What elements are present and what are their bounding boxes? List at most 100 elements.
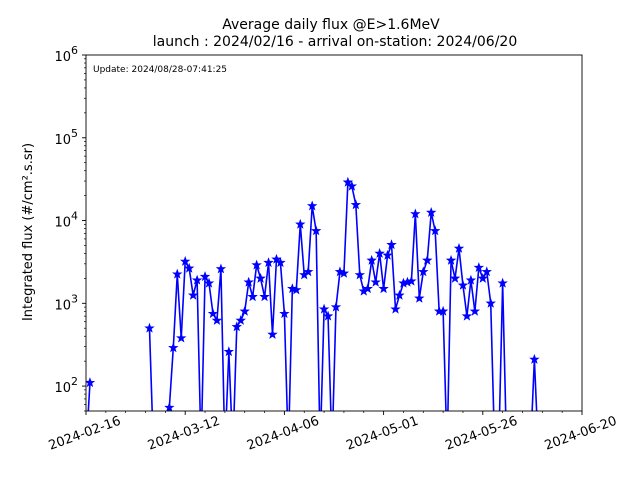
- data-point-star: [350, 199, 362, 210]
- series-line-segment: [378, 253, 385, 289]
- data-point-star: [302, 266, 314, 277]
- data-point-star: [168, 342, 179, 353]
- y-tick-label: 103: [54, 292, 78, 313]
- series-line-segment: [501, 283, 507, 411]
- series-line-segment: [201, 276, 206, 411]
- series-line-segment: [288, 288, 294, 411]
- series-line-segment: [299, 224, 306, 276]
- data-point-star: [529, 353, 540, 364]
- data-point-star: [469, 305, 481, 316]
- series-line-segment: [327, 316, 332, 411]
- data-point-star: [477, 272, 489, 283]
- y-tick-label: 104: [54, 210, 78, 231]
- data-point-star: [497, 277, 508, 288]
- series-line-segment: [447, 260, 452, 411]
- series-line-segment: [458, 248, 464, 286]
- series-line-segment: [332, 307, 337, 411]
- data-point-star: [382, 249, 393, 260]
- data-point-star: [366, 254, 377, 265]
- series-line-segment: [148, 328, 153, 411]
- data-point-star: [418, 266, 429, 277]
- series-line-segment: [188, 268, 194, 296]
- series-line-segment: [434, 230, 440, 312]
- update-annotation: Update: 2024/08/28-07:41:25: [93, 65, 227, 75]
- data-point-star: [473, 262, 485, 273]
- data-point-star: [239, 305, 250, 316]
- data-point-star: [191, 274, 203, 285]
- series-line-segment: [172, 274, 179, 348]
- data-point-star: [180, 256, 191, 266]
- data-point-star: [199, 271, 211, 282]
- data-point-star: [267, 329, 278, 339]
- data-point-star: [259, 291, 270, 302]
- data-point-star: [187, 289, 199, 300]
- data-point-star: [275, 257, 286, 268]
- series-line-segment: [279, 262, 286, 314]
- data-point-star: [453, 242, 465, 253]
- chart-title: Average daily flux @E>1.6MeV: [222, 17, 440, 33]
- series-line-segment: [454, 248, 460, 279]
- series-line-segment: [410, 213, 417, 282]
- data-point-star: [342, 176, 354, 187]
- series-line-segment: [498, 283, 504, 411]
- series-line-segment: [295, 224, 302, 291]
- series-line-segment: [228, 351, 233, 411]
- data-point-star: [465, 274, 477, 285]
- data-point-star: [461, 310, 473, 321]
- data-point-star: [426, 207, 437, 217]
- series-line-segment: [320, 309, 325, 411]
- data-point-star: [295, 218, 306, 229]
- series-line-segment: [343, 182, 349, 274]
- series-line-segment: [531, 359, 536, 411]
- series-line-segment: [311, 205, 317, 232]
- data-point-star: [306, 200, 318, 211]
- data-point-star: [211, 315, 223, 325]
- series-line-segment: [263, 262, 270, 297]
- data-point-star: [449, 272, 461, 283]
- data-point-star: [481, 266, 492, 277]
- series-line-segment: [374, 253, 381, 283]
- series-line-segment: [533, 359, 538, 411]
- series-line-segment: [442, 311, 447, 411]
- series-line-segment: [462, 285, 468, 317]
- series-line-segment: [243, 282, 250, 312]
- data-point-star: [207, 308, 219, 319]
- data-point-star: [144, 322, 155, 333]
- data-point-star: [231, 321, 242, 332]
- data-point-star: [172, 268, 183, 279]
- series-line-segment: [168, 347, 175, 408]
- data-point-star: [485, 297, 496, 308]
- series-line-segment: [474, 267, 480, 312]
- data-point-star: [279, 308, 290, 319]
- series-line-segment: [208, 283, 214, 314]
- data-point-star: [437, 305, 449, 316]
- data-point-star: [370, 276, 381, 287]
- data-point-star: [445, 254, 457, 265]
- series-line-segment: [489, 303, 495, 411]
- series-line-segment: [176, 274, 183, 339]
- y-tick-label: 102: [54, 375, 78, 396]
- series-line-segment: [225, 351, 230, 411]
- data-point-star: [322, 310, 334, 321]
- data-point-star: [338, 267, 350, 278]
- series-line-segment: [366, 260, 373, 289]
- series-line-segment: [466, 280, 472, 317]
- series-line-segment: [315, 230, 321, 411]
- data-point-star: [406, 275, 417, 286]
- data-point-star: [310, 225, 322, 236]
- y-axis-label: Integrated flux (#/cm².s.sr): [21, 143, 36, 321]
- series-line-segment: [390, 244, 397, 310]
- series-line-segment: [87, 382, 91, 411]
- data-point-star: [422, 254, 433, 265]
- series-line-segment: [251, 264, 258, 297]
- series-line-segment: [233, 326, 238, 411]
- series-line-segment: [470, 280, 476, 312]
- data-point-star: [457, 279, 469, 290]
- series-line-segment: [271, 259, 278, 335]
- data-point-star: [251, 259, 262, 270]
- y-tick-label: 105: [54, 127, 78, 148]
- data-point-star: [414, 292, 425, 303]
- data-point-star: [255, 272, 266, 283]
- series-line-segment: [414, 213, 421, 299]
